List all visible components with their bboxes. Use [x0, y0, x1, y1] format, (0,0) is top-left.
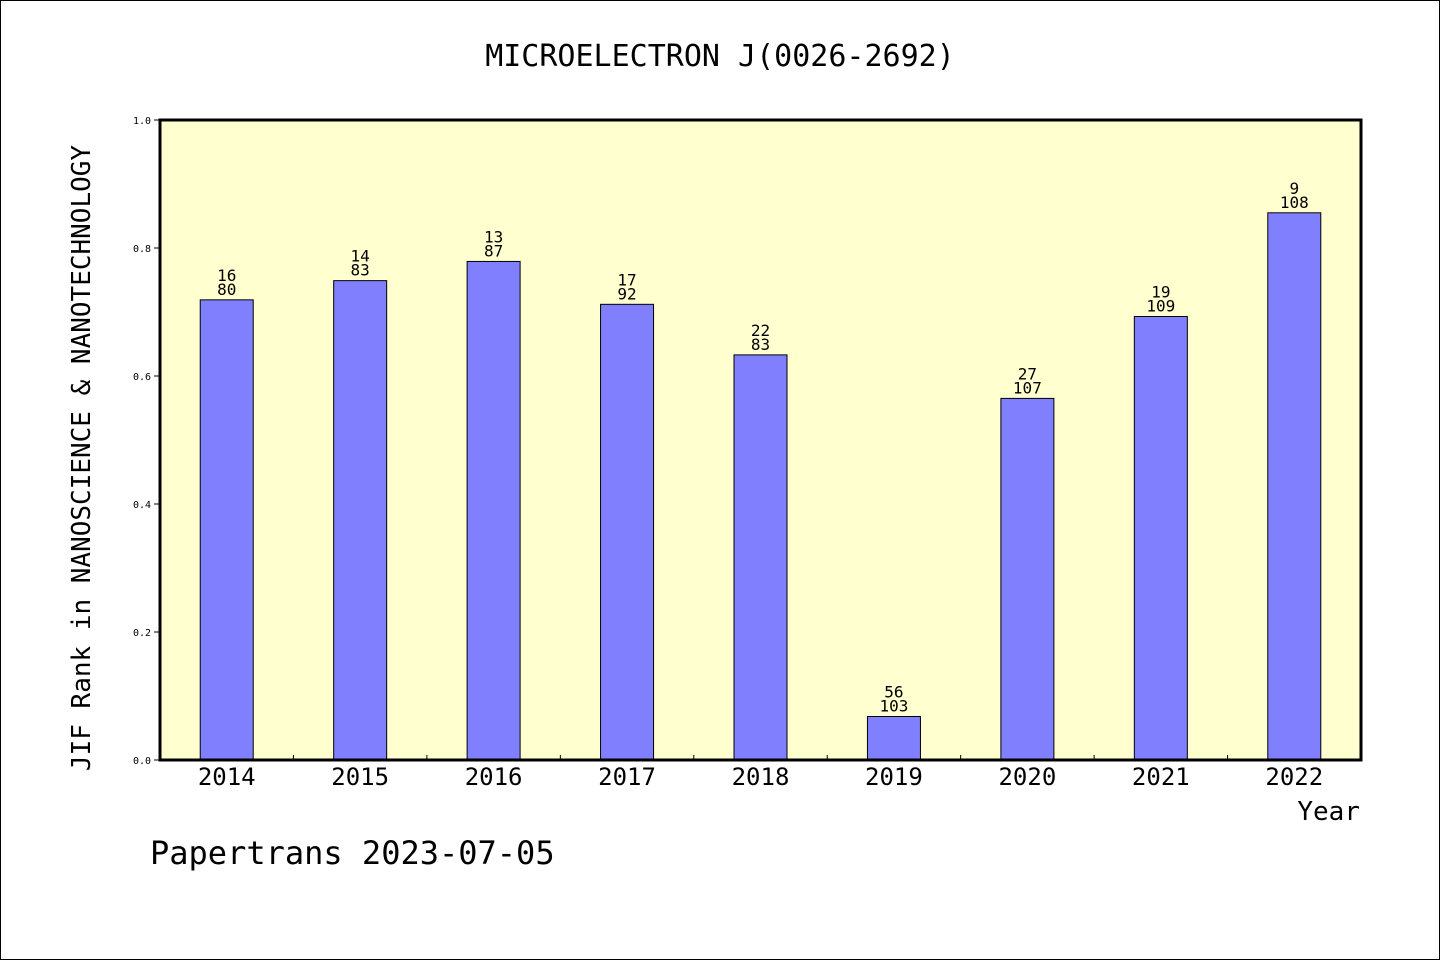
y-tick-label: 0.6 — [133, 372, 151, 383]
x-tick-label: 2019 — [865, 763, 923, 791]
y-tick-label: 0.4 — [133, 500, 151, 511]
bar-2016 — [466, 260, 521, 761]
bar-2022 — [1267, 212, 1322, 761]
bar-total-label: 83 — [751, 335, 770, 354]
y-axis-label: JIF Rank in NANOSCIENCE & NANOTECHNOLOGY — [67, 145, 97, 771]
bar-2021 — [1133, 315, 1188, 761]
bar-total-label: 108 — [1280, 193, 1309, 212]
bar-2020 — [1000, 397, 1055, 761]
footer-text: Papertrans 2023-07-05 — [150, 834, 555, 872]
bar-total-label: 83 — [351, 261, 370, 280]
bar-rank-label: 56 — [884, 682, 903, 701]
bar-2019 — [866, 715, 921, 761]
x-tick-label: 2018 — [732, 763, 790, 791]
x-tick-label: 2017 — [598, 763, 656, 791]
bar-2015 — [333, 280, 388, 761]
bar-rank-label: 19 — [1151, 282, 1170, 301]
plot-border — [158, 118, 1363, 762]
bar-total-label: 103 — [879, 696, 908, 715]
y-tick-label: 0.0 — [133, 756, 151, 767]
x-tick-label: 2015 — [331, 763, 389, 791]
chart-title: MICROELECTRON J(0026-2692) — [485, 39, 955, 74]
x-axis: 2014 2015 2016 2017 2018 2019 2020 2021 2022 — [198, 755, 1323, 791]
bar-rank-label: 27 — [1018, 364, 1037, 383]
x-tick-label: 2020 — [998, 763, 1056, 791]
bars — [199, 212, 1322, 761]
bar-2017 — [600, 303, 655, 761]
x-tick-label: 2022 — [1265, 763, 1323, 791]
bar-rank-label: 17 — [617, 270, 636, 289]
x-tick-label: 2016 — [465, 763, 523, 791]
y-axis: 0.0 0.2 0.4 0.6 0.8 1.0 — [133, 116, 160, 767]
bar-total-label: 80 — [217, 280, 236, 299]
y-tick-label: 0.8 — [133, 244, 151, 255]
bar-rank-label: 22 — [751, 321, 770, 340]
bar-rank-label: 13 — [484, 227, 503, 246]
bar-2014 — [199, 299, 254, 761]
bar-total-label: 87 — [484, 241, 503, 260]
bar-rank-label: 9 — [1289, 179, 1299, 198]
bar-rank-label: 16 — [217, 266, 236, 285]
bar-total-label: 107 — [1013, 378, 1042, 397]
y-tick-label: 1.0 — [133, 116, 151, 127]
x-axis-label: Year — [1297, 797, 1360, 827]
x-tick-label: 2021 — [1132, 763, 1190, 791]
bar-total-label: 92 — [617, 284, 636, 303]
bar-total-label: 109 — [1146, 296, 1175, 315]
bar-2018 — [733, 354, 788, 761]
bar-rank-label: 14 — [351, 247, 370, 266]
y-tick-label: 0.2 — [133, 628, 151, 639]
x-tick-label: 2014 — [198, 763, 256, 791]
